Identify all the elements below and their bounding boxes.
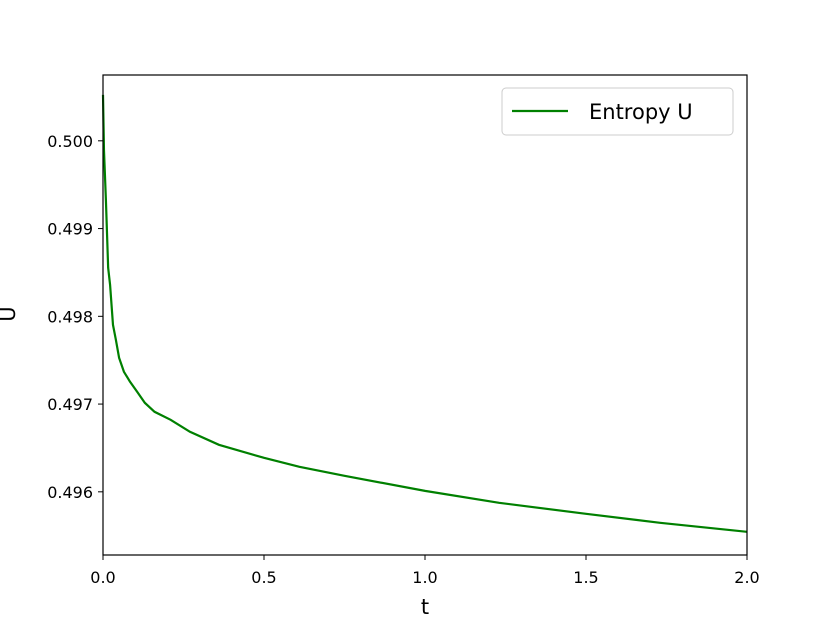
- y-tick-label: 0.497: [47, 395, 93, 414]
- data-line: [101, 94, 748, 533]
- plot-frame: [102, 74, 748, 556]
- y-axis-label: U: [0, 306, 20, 321]
- legend-label: Entropy U: [589, 100, 693, 124]
- y-tick-label: 0.498: [47, 307, 93, 326]
- x-tick-label: 1.0: [412, 568, 437, 587]
- y-tick-label: 0.500: [47, 132, 93, 151]
- x-tick-label: 0.5: [251, 568, 276, 587]
- y-tick-label: 0.496: [47, 483, 93, 502]
- x-tick-label: 1.5: [573, 568, 598, 587]
- x-axis-label: t: [421, 595, 429, 619]
- legend-box: [501, 87, 734, 136]
- x-tick-label: 2.0: [734, 568, 759, 587]
- x-tick-label: 0.0: [90, 568, 115, 587]
- y-tick-label: 0.499: [47, 220, 93, 239]
